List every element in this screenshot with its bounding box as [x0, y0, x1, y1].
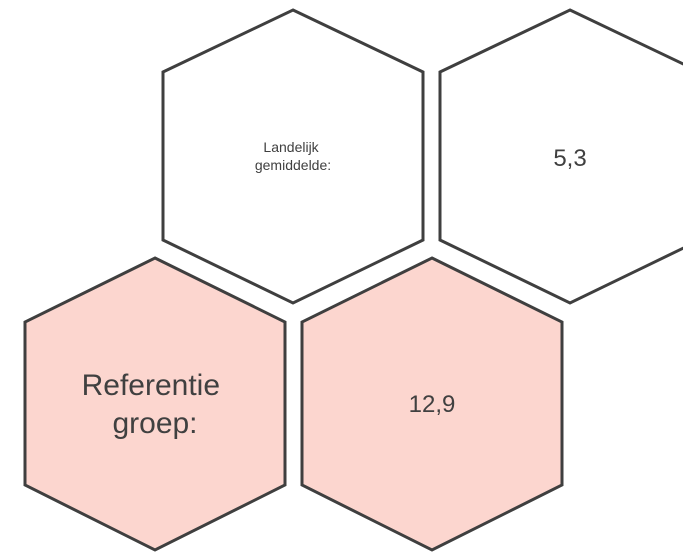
node-label: Landelijk gemiddelde:	[255, 139, 331, 173]
label-line: gemiddelde:	[255, 157, 331, 173]
label-line: Referentie	[82, 369, 220, 402]
node-label: Referentie groep:	[82, 369, 229, 440]
node-label: 5,3	[553, 145, 586, 172]
hexagon	[23, 256, 287, 552]
label-line: groep:	[112, 407, 197, 440]
label-line: 12,9	[409, 391, 456, 418]
hexagon	[438, 8, 683, 305]
label-line: Landelijk	[263, 139, 319, 155]
label-line: 5,3	[553, 145, 586, 172]
hexagon	[161, 8, 425, 305]
node-label: 12,9	[409, 391, 456, 418]
hexagon	[300, 256, 564, 552]
